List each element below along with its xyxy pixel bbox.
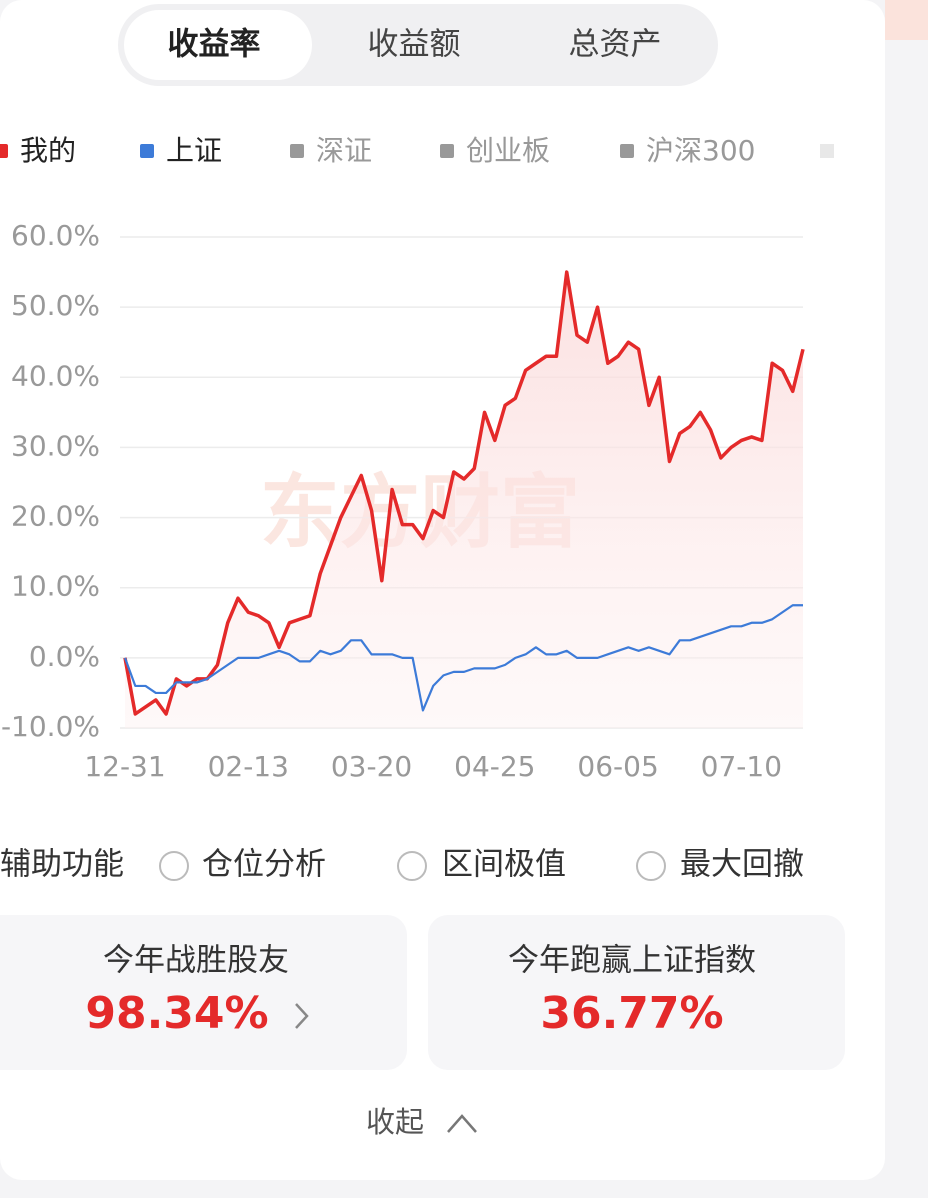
- stat-card[interactable]: [0, 915, 407, 1070]
- stat-label: 今年战胜股友: [103, 943, 289, 979]
- tab[interactable]: 收益额: [368, 27, 461, 63]
- legend-label[interactable]: 我的: [20, 134, 76, 167]
- y-tick-label: 50.0%: [11, 289, 100, 322]
- aux-option[interactable]: 区间极值: [442, 847, 566, 883]
- chevron-right: [295, 1003, 309, 1029]
- legend-label[interactable]: 深证: [316, 134, 372, 167]
- aux-title: 辅助功能: [0, 847, 124, 883]
- legend-label[interactable]: 上证: [166, 134, 222, 167]
- legend-label[interactable]: 创业板: [466, 134, 550, 167]
- area: [125, 272, 803, 728]
- stat-card: [428, 915, 845, 1070]
- legend-swatch: [140, 144, 154, 158]
- edge: [885, 0, 928, 40]
- y-tick-label: 0.0%: [29, 640, 100, 673]
- y-tick-label: 30.0%: [11, 429, 100, 462]
- legend-swatch: [290, 144, 304, 158]
- tab-active: [124, 10, 312, 80]
- x-tick-label: 12-31: [84, 750, 165, 783]
- stat-label: 今年跑赢上证指数: [508, 943, 756, 979]
- legend-label[interactable]: 沪深300: [646, 134, 755, 167]
- legend-swatch: [0, 144, 8, 158]
- radio[interactable]: [397, 851, 427, 881]
- aux-option[interactable]: 最大回撤: [680, 847, 804, 883]
- x-tick-label: 06-05: [577, 750, 658, 783]
- radio[interactable]: [159, 851, 189, 881]
- radio[interactable]: [636, 851, 666, 881]
- legend-fade: [820, 144, 834, 158]
- x-tick-label: 04-25: [454, 750, 535, 783]
- chevron-up: [447, 1114, 477, 1133]
- y-tick-label: -10.0%: [1, 710, 100, 743]
- aux-option[interactable]: 仓位分析: [202, 847, 326, 883]
- legend-swatch: [440, 144, 454, 158]
- y-tick-label: 10.0%: [11, 570, 100, 603]
- legend-swatch: [620, 144, 634, 158]
- collapse[interactable]: 收起: [366, 1105, 424, 1139]
- series-line: [123, 270, 805, 716]
- series-line: [123, 604, 803, 712]
- tab[interactable]: 总资产: [569, 27, 662, 63]
- y-tick-label: 60.0%: [11, 219, 100, 252]
- tab[interactable]: 收益率: [168, 27, 261, 63]
- stat-value: 36.77%: [540, 988, 723, 1039]
- x-tick-label: 07-10: [701, 750, 782, 783]
- x-tick-label: 02-13: [208, 750, 289, 783]
- y-tick-label: 20.0%: [11, 500, 100, 533]
- x-tick-label: 03-20: [331, 750, 412, 783]
- stat-value: 98.34%: [85, 988, 268, 1039]
- y-tick-label: 40.0%: [11, 359, 100, 392]
